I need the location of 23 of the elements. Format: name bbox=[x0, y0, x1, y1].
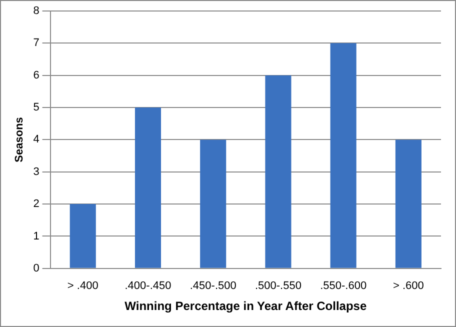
x-tick-label: > .400 bbox=[67, 280, 98, 292]
bar bbox=[395, 140, 422, 268]
bar bbox=[200, 140, 226, 268]
y-tick-label: 5 bbox=[33, 102, 40, 114]
y-tick-label: 2 bbox=[33, 198, 40, 210]
bar bbox=[70, 204, 96, 268]
y-tick-label: 1 bbox=[33, 230, 40, 242]
y-tick-label: 4 bbox=[33, 134, 40, 146]
x-tick-label: .550-.600 bbox=[320, 280, 367, 292]
y-tick-label: 8 bbox=[33, 5, 40, 18]
bar bbox=[330, 43, 356, 268]
bar bbox=[265, 75, 292, 268]
x-tick-label: .450-.500 bbox=[190, 280, 236, 292]
y-tick-label: 6 bbox=[33, 69, 40, 82]
y-tick-label: 7 bbox=[33, 37, 40, 50]
x-tick-label: > .600 bbox=[393, 280, 424, 292]
y-tick-label: 0 bbox=[33, 262, 40, 274]
y-axis-title: Seasons bbox=[14, 117, 26, 162]
x-tick-label: .500-.550 bbox=[254, 280, 302, 292]
y-tick-label: 3 bbox=[33, 166, 40, 178]
bar bbox=[134, 108, 162, 268]
x-axis-title: Winning Percentage in Year After Collapse bbox=[124, 299, 367, 314]
x-tick-label: .400-.450 bbox=[124, 280, 172, 292]
